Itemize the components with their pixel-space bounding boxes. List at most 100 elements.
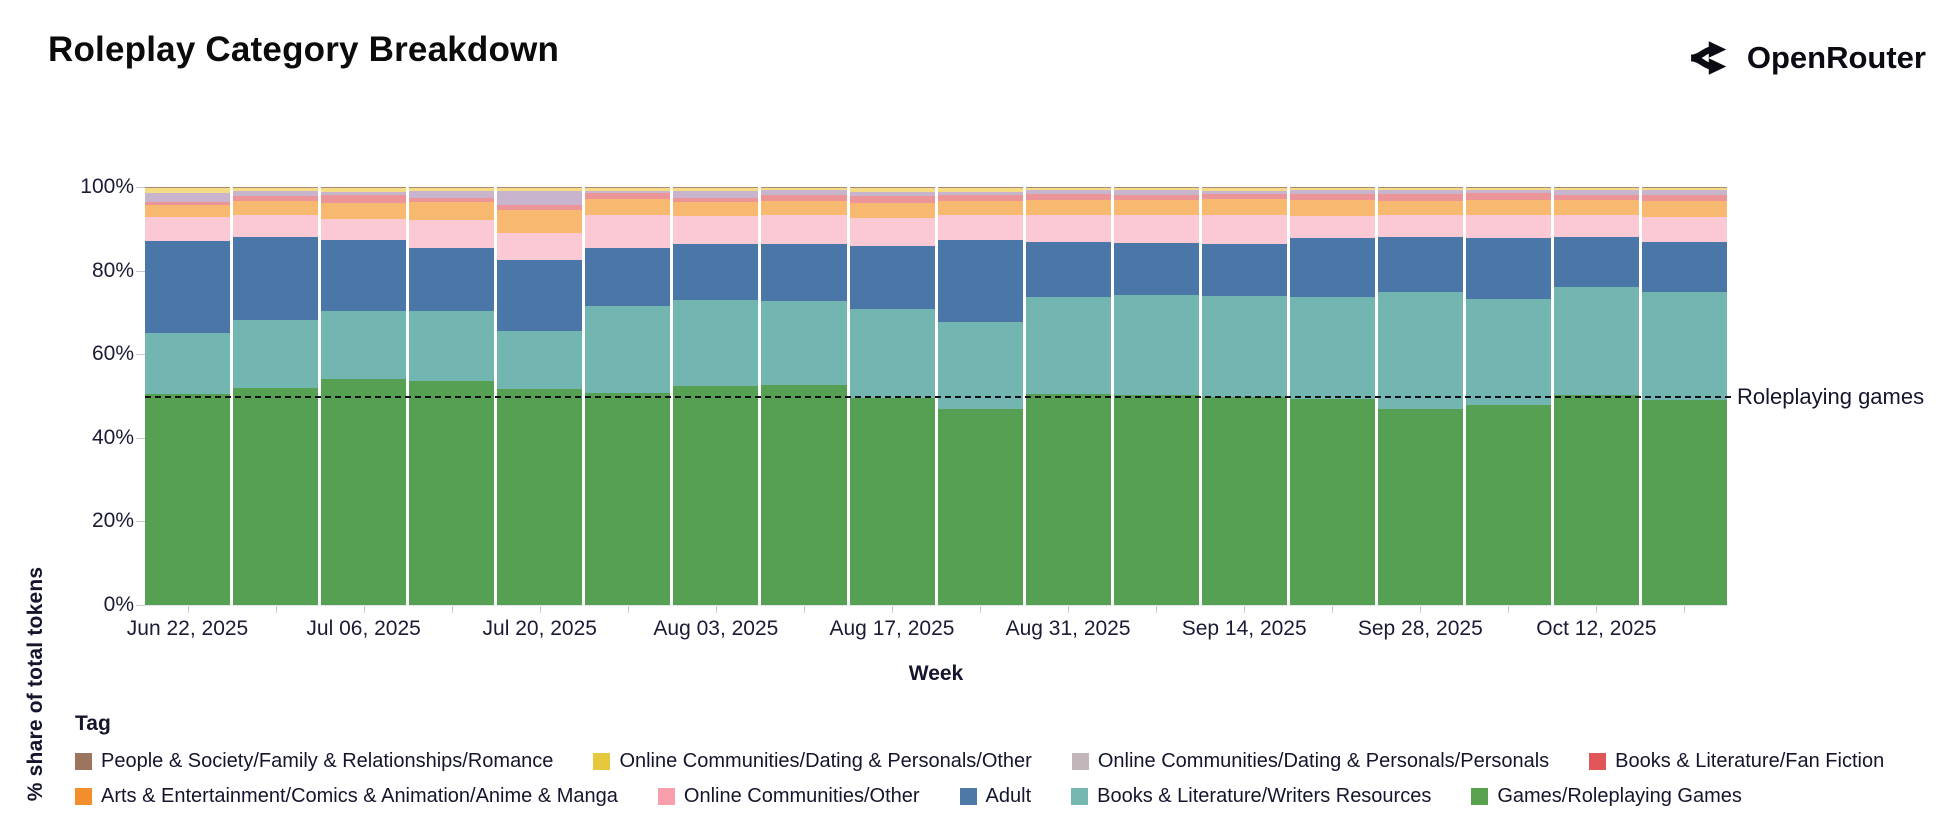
- bar-segment[interactable]: [1642, 400, 1728, 605]
- bar-segment[interactable]: [849, 398, 935, 605]
- bar-segment[interactable]: [1642, 242, 1728, 293]
- bar-segment[interactable]: [1289, 190, 1375, 195]
- bar-segment[interactable]: [1025, 187, 1111, 188]
- bar-segment[interactable]: [145, 217, 231, 241]
- bar-segment[interactable]: [937, 192, 1023, 195]
- bar-segment[interactable]: [233, 195, 319, 202]
- bar-segment[interactable]: [1289, 296, 1375, 399]
- bar-segment[interactable]: [233, 187, 319, 189]
- bar-segment[interactable]: [497, 331, 583, 389]
- bar-segment[interactable]: [1465, 404, 1551, 605]
- bar-segment[interactable]: [761, 215, 847, 245]
- stacked-bar[interactable]: [233, 187, 319, 605]
- bar-segment[interactable]: [497, 260, 583, 332]
- bar-segment[interactable]: [1642, 187, 1728, 188]
- bar-segment[interactable]: [1025, 242, 1111, 297]
- bar-segment[interactable]: [1025, 190, 1111, 194]
- bar-segment[interactable]: [585, 192, 671, 200]
- stacked-bar[interactable]: [1642, 187, 1728, 605]
- bar-segment[interactable]: [1377, 292, 1463, 409]
- bar-segment[interactable]: [1642, 194, 1728, 202]
- bar-segment[interactable]: [145, 332, 231, 394]
- bar-segment[interactable]: [497, 191, 583, 205]
- legend-item[interactable]: Books & Literature/Fan Fiction: [1589, 750, 1884, 773]
- bar-segment[interactable]: [497, 187, 583, 188]
- bar-segment[interactable]: [1201, 187, 1287, 192]
- bar-segment[interactable]: [1465, 187, 1551, 188]
- legend-item[interactable]: Arts & Entertainment/Comics & Animation/…: [75, 785, 618, 808]
- bar-segment[interactable]: [233, 214, 319, 238]
- bar-segment[interactable]: [233, 387, 319, 605]
- bar-segment[interactable]: [409, 188, 495, 192]
- bar-segment[interactable]: [761, 189, 847, 196]
- bar-segment[interactable]: [1554, 236, 1640, 288]
- stacked-bar[interactable]: [1554, 187, 1640, 605]
- bar-segment[interactable]: [937, 322, 1023, 409]
- bar-segment[interactable]: [1554, 187, 1640, 191]
- bar-segment[interactable]: [321, 202, 407, 219]
- bar-segment[interactable]: [937, 408, 1023, 605]
- bar-segment[interactable]: [321, 192, 407, 196]
- bar-segment[interactable]: [585, 215, 671, 248]
- bar-segment[interactable]: [321, 310, 407, 380]
- bar-segment[interactable]: [497, 204, 583, 210]
- bar-segment[interactable]: [1554, 194, 1640, 201]
- bar-segment[interactable]: [1554, 287, 1640, 396]
- bar-segment[interactable]: [1201, 396, 1287, 605]
- bar-segment[interactable]: [1554, 190, 1640, 195]
- bar-segment[interactable]: [1113, 187, 1199, 191]
- bar-segment[interactable]: [145, 240, 231, 333]
- bar-segment[interactable]: [761, 384, 847, 605]
- bar-segment[interactable]: [585, 190, 671, 193]
- bar-segment[interactable]: [1113, 194, 1199, 201]
- bar-segment[interactable]: [1113, 214, 1199, 243]
- bar-segment[interactable]: [321, 218, 407, 241]
- bar-segment[interactable]: [1465, 187, 1551, 190]
- bar-segment[interactable]: [1377, 237, 1463, 293]
- bar-segment[interactable]: [1025, 296, 1111, 395]
- bar-segment[interactable]: [1201, 295, 1287, 397]
- bar-segment[interactable]: [937, 214, 1023, 241]
- bar-segment[interactable]: [1465, 199, 1551, 215]
- bar-segment[interactable]: [673, 191, 759, 198]
- stacked-bar[interactable]: [673, 187, 759, 605]
- bar-segment[interactable]: [1289, 398, 1375, 605]
- stacked-bar[interactable]: [497, 187, 583, 605]
- bar-segment[interactable]: [673, 187, 759, 192]
- bar-segment[interactable]: [585, 187, 671, 191]
- bar-segment[interactable]: [849, 217, 935, 246]
- stacked-bar[interactable]: [321, 187, 407, 605]
- bar-segment[interactable]: [1201, 191, 1287, 194]
- bar-segment[interactable]: [321, 195, 407, 203]
- bar-segment[interactable]: [849, 202, 935, 218]
- bar-segment[interactable]: [409, 197, 495, 203]
- bar-segment[interactable]: [761, 187, 847, 190]
- bar-segment[interactable]: [937, 194, 1023, 202]
- bar-segment[interactable]: [1554, 187, 1640, 188]
- bar-segment[interactable]: [233, 188, 319, 192]
- bar-segment[interactable]: [233, 191, 319, 196]
- bar-segment[interactable]: [1289, 187, 1375, 188]
- bar-segment[interactable]: [849, 187, 935, 189]
- bar-segment[interactable]: [1465, 189, 1551, 194]
- bar-segment[interactable]: [1113, 187, 1199, 188]
- stacked-bar[interactable]: [1025, 187, 1111, 605]
- bar-segment[interactable]: [937, 240, 1023, 323]
- bar-segment[interactable]: [1113, 200, 1199, 215]
- bar-segment[interactable]: [409, 187, 495, 189]
- legend-item[interactable]: People & Society/Family & Relationships/…: [75, 750, 553, 773]
- bar-segment[interactable]: [1025, 193, 1111, 200]
- bar-segment[interactable]: [761, 244, 847, 301]
- bar-segment[interactable]: [585, 392, 671, 605]
- stacked-bar[interactable]: [1113, 187, 1199, 605]
- bar-segment[interactable]: [1377, 187, 1463, 191]
- bar-segment[interactable]: [145, 188, 231, 193]
- bar-segment[interactable]: [849, 308, 935, 399]
- bar-segment[interactable]: [1025, 187, 1111, 191]
- stacked-bar[interactable]: [761, 187, 847, 605]
- bar-segment[interactable]: [1465, 237, 1551, 299]
- bar-segment[interactable]: [1113, 294, 1199, 395]
- stacked-bar[interactable]: [1465, 187, 1551, 605]
- bar-segment[interactable]: [409, 380, 495, 605]
- bar-segment[interactable]: [1642, 292, 1728, 401]
